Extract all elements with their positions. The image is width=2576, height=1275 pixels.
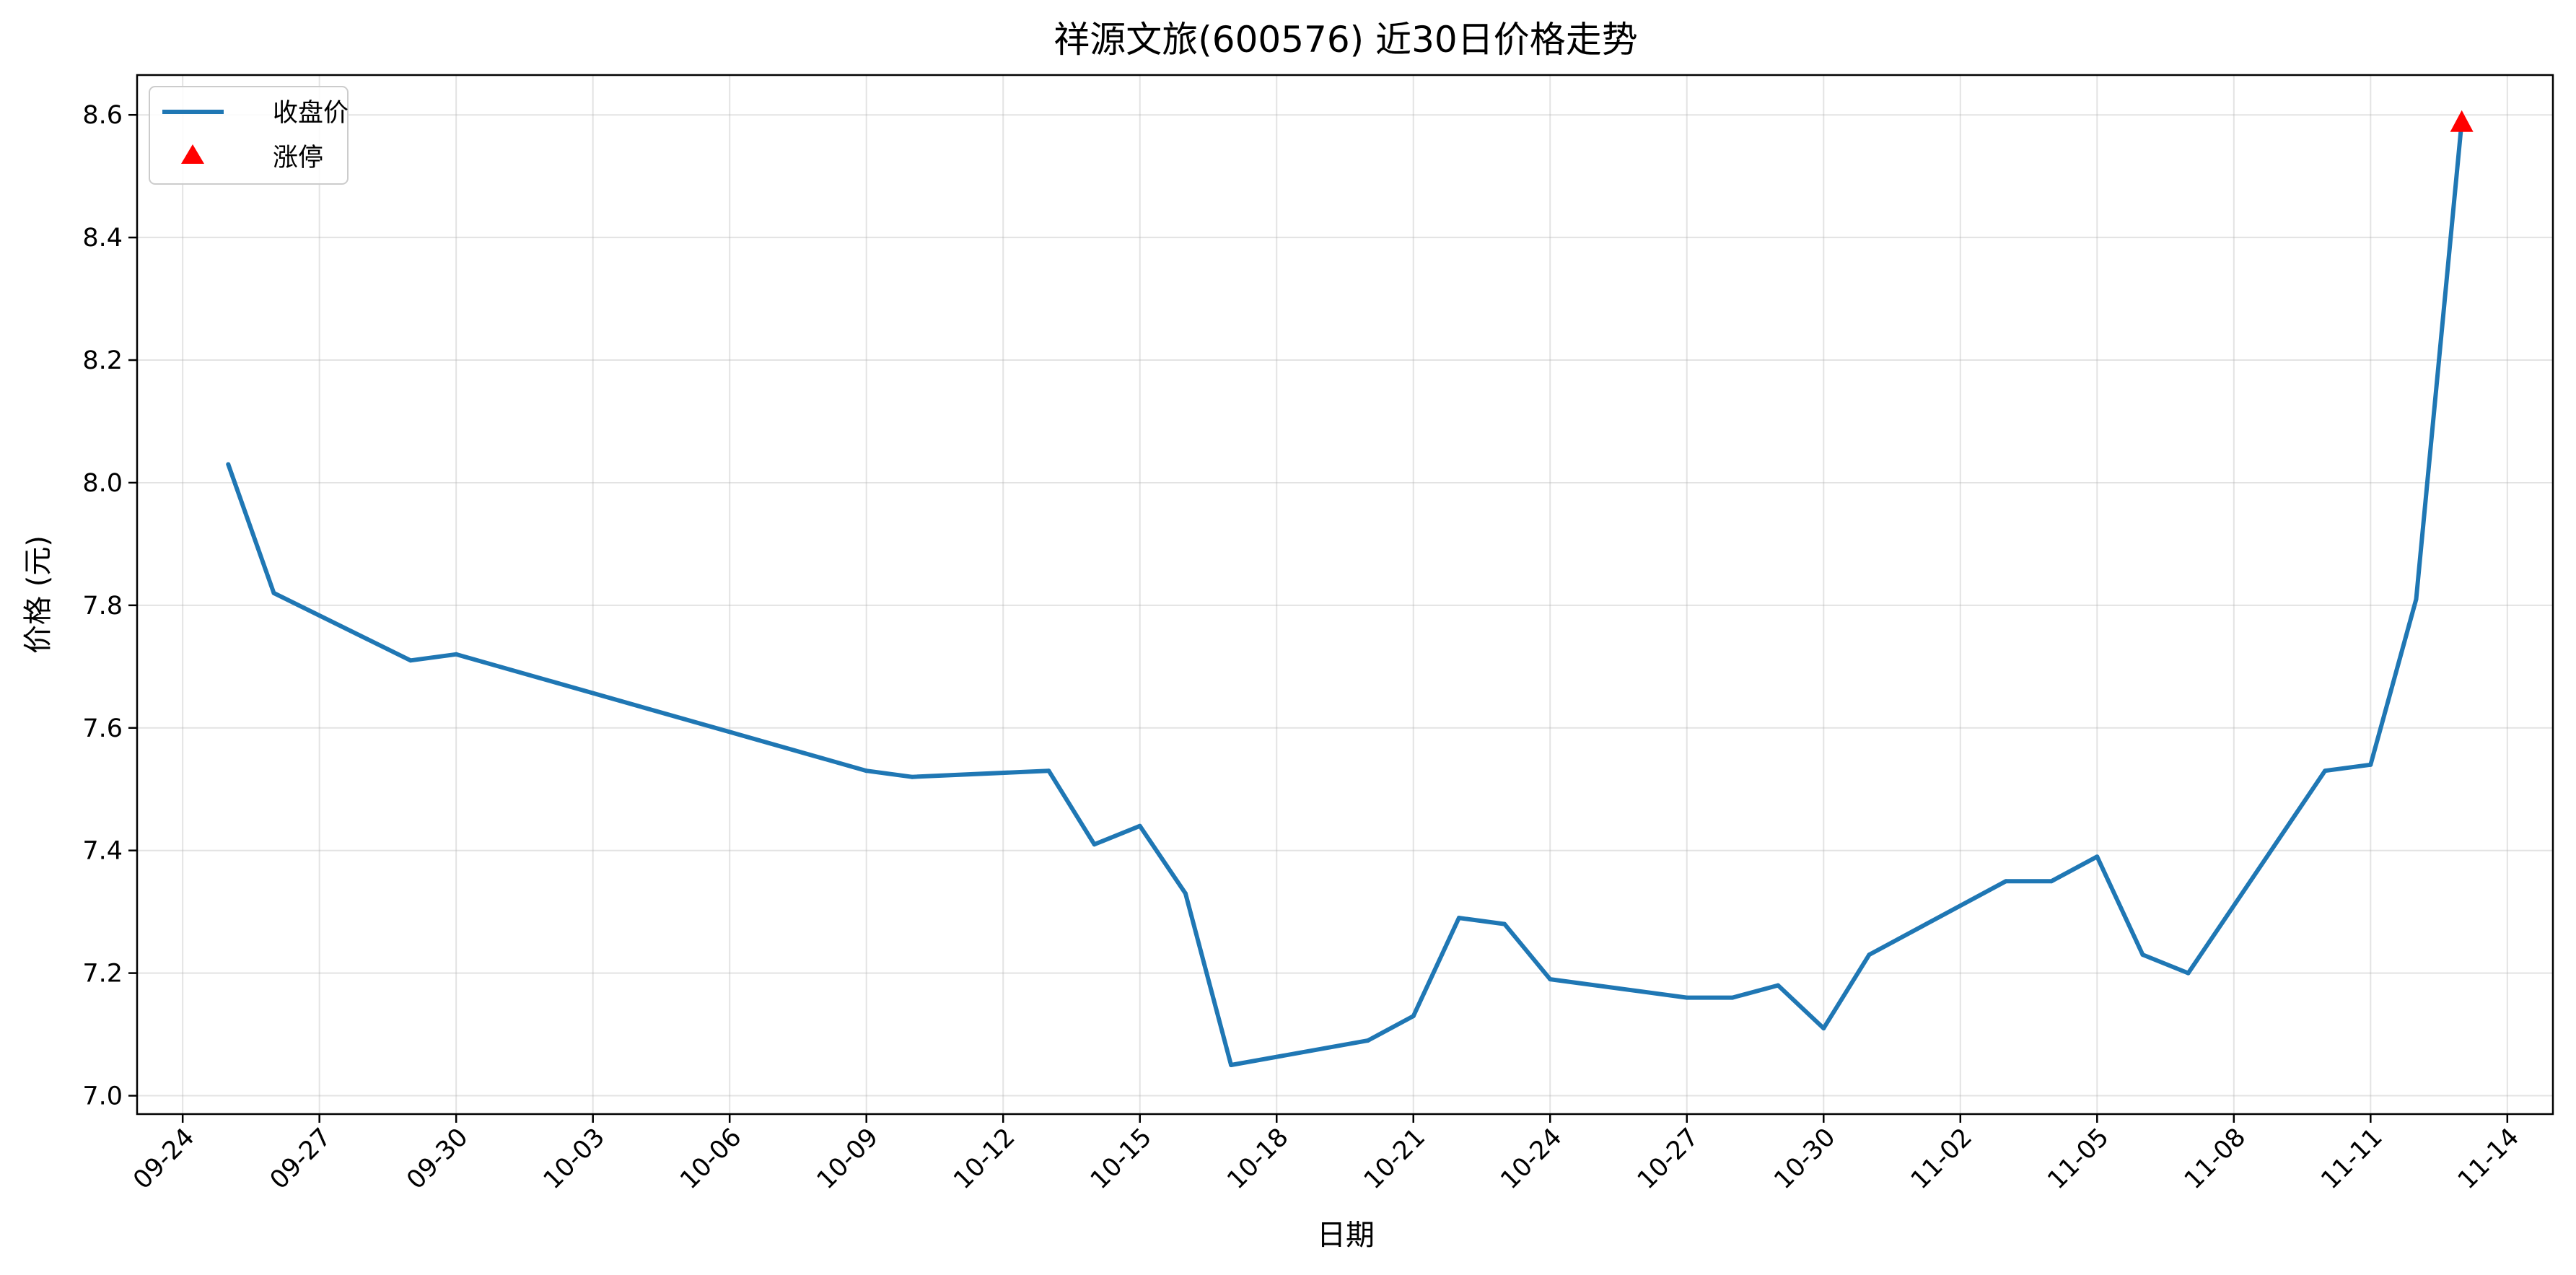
close-price-point — [2049, 879, 2054, 884]
close-price-point — [271, 590, 276, 595]
close-price-point — [1137, 823, 1142, 828]
close-price-point — [1046, 768, 1051, 774]
x-tick-label: 10-21 — [1359, 1123, 1431, 1195]
close-price-point — [2140, 952, 2145, 958]
close-price-point — [1867, 952, 1872, 958]
close-price-point — [2095, 854, 2100, 859]
x-tick-label: 10-03 — [538, 1123, 610, 1195]
y-tick-label: 7.8 — [82, 592, 123, 621]
y-tick-label: 7.6 — [82, 714, 123, 743]
chart-title: 祥源文旅(600576) 近30日价格走势 — [1053, 19, 1637, 61]
close-price-point — [1092, 842, 1097, 847]
legend-label-close-price: 收盘价 — [273, 99, 349, 128]
grid — [137, 75, 2553, 1114]
x-tick-label: 10-18 — [1222, 1123, 1294, 1195]
x-tick-label: 10-09 — [812, 1123, 884, 1195]
x-tick-label: 11-11 — [2316, 1123, 2388, 1195]
close-price-point — [1183, 891, 1188, 896]
close-price-point — [1456, 916, 1461, 921]
y-tick-label: 7.0 — [82, 1082, 123, 1111]
x-tick-label: 11-05 — [2042, 1123, 2114, 1195]
x-tick-label: 11-08 — [2179, 1123, 2251, 1195]
y-tick-label: 8.6 — [82, 101, 123, 130]
close-price-point — [454, 652, 459, 657]
legend-label-limit-up: 涨停 — [273, 144, 323, 172]
x-axis: 09-24 09-27 09-30 10-03 10-06 10-09 10-12 10-15… — [128, 1114, 2525, 1195]
x-tick-label: 09-27 — [265, 1123, 337, 1195]
close-price-point — [1229, 1063, 1234, 1067]
close-price-point — [2368, 762, 2373, 767]
y-tick-label: 7.2 — [82, 960, 123, 989]
close-price-point — [1684, 995, 1689, 1000]
close-price-point — [909, 774, 914, 779]
close-price-point — [1502, 921, 1507, 926]
close-price-point — [1776, 983, 1781, 988]
legend-swatch-limit-up — [181, 144, 204, 164]
y-tick-label: 8.2 — [82, 346, 123, 375]
x-tick-label: 10-15 — [1085, 1123, 1157, 1195]
x-axis-label: 日期 — [1317, 1219, 1375, 1252]
close-price-point — [2414, 597, 2419, 602]
close-price-point — [226, 462, 231, 467]
close-price-point — [1821, 1026, 1826, 1031]
x-tick-label: 09-30 — [401, 1123, 473, 1195]
close-price-point — [864, 768, 869, 774]
close-price-point — [2004, 879, 2008, 884]
close-price-point — [1411, 1014, 1416, 1019]
x-tick-label: 10-12 — [948, 1123, 1020, 1195]
x-tick-label: 11-14 — [2453, 1123, 2525, 1195]
y-axis-label: 价格 (元) — [22, 535, 55, 654]
close-price-point — [1365, 1038, 1370, 1043]
x-tick-label: 10-27 — [1632, 1123, 1704, 1195]
close-price-point — [1730, 995, 1735, 1000]
y-axis: 7.0 7.2 7.4 7.6 7.8 8.0 8.2 8.4 8.6 — [82, 101, 137, 1111]
legend: 收盘价 涨停 — [149, 86, 349, 185]
x-tick-label: 10-06 — [675, 1123, 747, 1195]
y-tick-label: 8.4 — [82, 224, 123, 253]
x-tick-label: 10-30 — [1769, 1123, 1841, 1195]
x-tick-label: 09-24 — [128, 1123, 200, 1195]
close-price-point — [408, 658, 413, 663]
y-tick-label: 7.4 — [82, 837, 123, 866]
y-tick-label: 8.0 — [82, 469, 123, 498]
plot-frame — [136, 74, 2554, 1116]
close-price-line — [226, 118, 2464, 1067]
x-tick-label: 10-24 — [1495, 1123, 1567, 1195]
limit-up-marker — [2450, 110, 2474, 132]
close-price-point — [2186, 971, 2191, 976]
close-price-point — [1548, 977, 1553, 982]
series-layer — [226, 110, 2474, 1067]
x-tick-label: 11-02 — [1906, 1123, 1978, 1195]
close-price-point — [2323, 768, 2328, 774]
